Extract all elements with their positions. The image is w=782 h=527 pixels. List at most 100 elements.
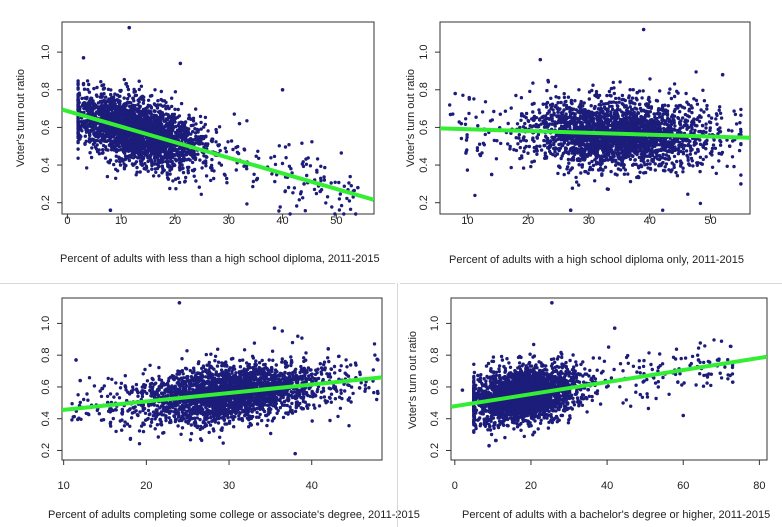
data-point (76, 97, 80, 101)
data-point (730, 155, 735, 159)
data-point (474, 115, 478, 119)
data-point (627, 96, 631, 100)
data-point (590, 159, 594, 164)
data-point (665, 111, 669, 115)
data-point (590, 149, 594, 153)
data-point (176, 123, 181, 128)
data-point (132, 152, 136, 157)
data-point (108, 132, 113, 136)
data-point (314, 191, 319, 196)
data-point (567, 141, 571, 145)
data-point (180, 167, 184, 171)
data-point (122, 143, 126, 147)
data-point (600, 173, 604, 177)
data-point (159, 89, 163, 94)
data-point (737, 148, 742, 153)
data-point (130, 150, 135, 154)
outlier-point (81, 55, 86, 60)
data-point (698, 169, 702, 174)
data-point (684, 124, 689, 128)
data-point (98, 139, 102, 143)
data-point (719, 140, 723, 144)
data-point (546, 139, 550, 143)
data-point (677, 143, 681, 148)
data-point (202, 136, 206, 141)
y-tick-label: 0.2 (40, 195, 52, 210)
data-point (609, 169, 613, 174)
data-point (570, 146, 575, 150)
data-point (691, 122, 695, 126)
data-point (164, 112, 168, 116)
data-point (195, 127, 199, 132)
data-point (698, 155, 703, 159)
data-point (120, 137, 125, 141)
data-point (126, 87, 131, 92)
data-point (562, 172, 566, 177)
data-point (622, 148, 627, 152)
data-point (113, 92, 117, 96)
data-point (648, 167, 653, 171)
data-point (175, 130, 180, 134)
data-point (154, 170, 158, 174)
data-point (532, 159, 536, 163)
data-point (124, 132, 128, 136)
data-point (628, 179, 633, 184)
data-point (322, 175, 326, 179)
data-point (628, 110, 632, 115)
data-point (214, 127, 218, 132)
data-point (618, 168, 623, 172)
data-point (191, 138, 195, 142)
data-point (217, 125, 222, 129)
data-point (676, 116, 681, 121)
data-point (124, 137, 128, 141)
x-tick-label: 30 (223, 215, 235, 227)
data-point (204, 142, 208, 146)
data-point (140, 121, 144, 125)
y-tick-label: 0.4 (40, 157, 52, 172)
data-point (105, 126, 109, 130)
data-point (93, 123, 98, 128)
data-point (117, 108, 122, 112)
data-point (633, 106, 637, 110)
data-point (693, 128, 697, 133)
data-point (88, 151, 92, 155)
data-point (464, 117, 468, 121)
data-point (149, 112, 153, 117)
data-point (531, 110, 535, 114)
data-point (204, 174, 209, 178)
data-point (667, 91, 671, 95)
data-point (76, 140, 80, 145)
data-point (676, 91, 680, 95)
data-point (347, 181, 351, 185)
data-point (110, 128, 115, 132)
data-point (522, 149, 526, 154)
data-point (597, 154, 601, 158)
data-point (80, 129, 84, 133)
data-point (181, 170, 186, 175)
data-point (689, 156, 694, 161)
data-point (628, 157, 633, 161)
data-point (562, 95, 567, 100)
data-point (553, 124, 557, 128)
data-point (114, 159, 119, 163)
data-point (614, 163, 618, 167)
data-point (725, 164, 729, 168)
scatter-panel-less-than-high-school: 0 10 20 30 40 50 0.2 0.4 0.6 0.8 1.0 Voter's turn… (0, 0, 391, 265)
data-point (254, 154, 258, 158)
data-point (640, 96, 644, 100)
data-point (156, 144, 161, 149)
data-point (701, 157, 705, 162)
data-point (586, 171, 590, 175)
data-point (81, 82, 86, 87)
data-point (203, 115, 208, 120)
data-point (614, 96, 618, 101)
data-point (705, 107, 709, 111)
data-point (632, 110, 636, 115)
data-point (638, 170, 642, 174)
data-point (170, 115, 174, 120)
data-point (76, 147, 80, 151)
data-point (131, 96, 135, 101)
data-point (338, 192, 342, 196)
data-point (209, 178, 213, 183)
data-point (135, 170, 139, 174)
